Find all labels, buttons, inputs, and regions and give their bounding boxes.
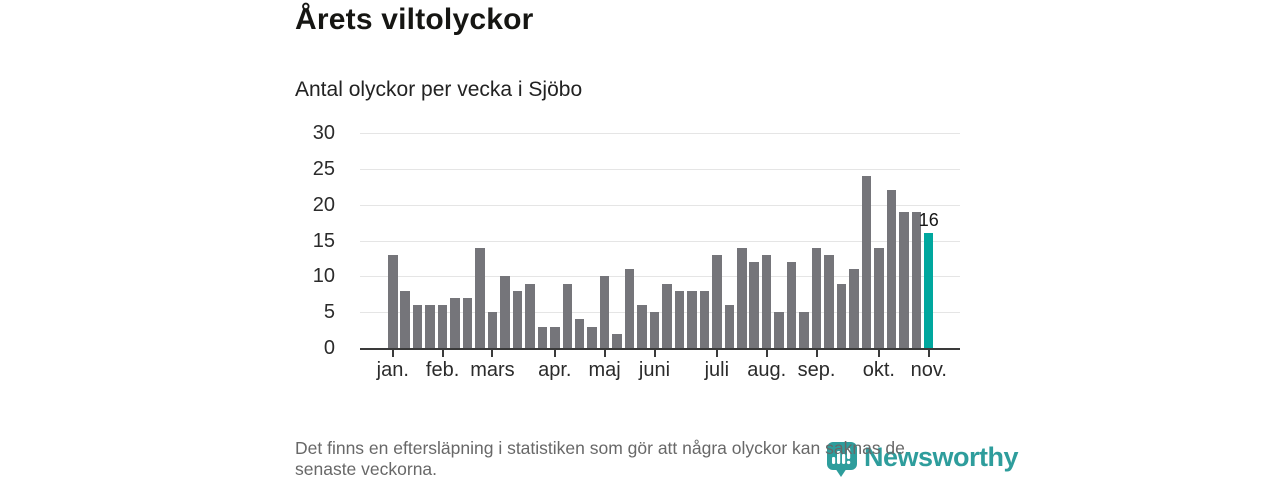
chart-subtitle: Antal olyckor per vecka i Sjöbo — [295, 78, 583, 101]
x-tick — [765, 350, 768, 357]
y-tick-label: 30 — [312, 122, 335, 144]
y-tick-label: 20 — [312, 193, 335, 216]
x-month-label: apr. — [538, 359, 572, 381]
newsworthy-logo-icon — [827, 442, 857, 477]
bar — [487, 312, 498, 348]
x-tick — [603, 350, 606, 357]
x-tick — [877, 350, 880, 357]
bar — [849, 269, 859, 348]
bar — [649, 312, 660, 348]
bar — [537, 326, 548, 348]
x-tick — [441, 350, 444, 357]
x-month-label: okt. — [862, 359, 895, 381]
y-tick-label: 25 — [312, 157, 335, 180]
bar — [462, 297, 473, 348]
bar — [525, 283, 535, 348]
bar — [737, 247, 747, 348]
bar — [512, 290, 523, 348]
bar — [824, 254, 834, 348]
bar — [687, 290, 697, 348]
x-month-label: nov. — [910, 359, 947, 381]
y-tick-label: 15 — [312, 229, 335, 252]
x-tick — [391, 350, 394, 357]
y-tick-label: 5 — [323, 301, 335, 324]
bar — [911, 211, 922, 348]
newsworthy-logo: Newsworthy — [826, 441, 1019, 478]
x-month-label: aug. — [747, 359, 787, 381]
bar — [674, 290, 685, 348]
bar — [786, 262, 797, 348]
x-month-label: maj — [588, 359, 621, 381]
x-month-label: juli — [704, 359, 730, 381]
bar — [712, 254, 722, 348]
gridline — [360, 168, 960, 170]
bar — [637, 305, 647, 348]
bar — [425, 305, 435, 348]
bar — [799, 312, 809, 348]
bar — [774, 312, 784, 348]
footer-line-1: Det finns en eftersläpning i statistiken… — [295, 438, 905, 458]
bar — [587, 326, 597, 348]
bar — [886, 190, 897, 348]
plot-area: 16 — [360, 133, 960, 350]
bar — [874, 247, 884, 348]
x-tick — [553, 350, 556, 357]
footer-line-2: senaste veckorna. — [295, 459, 438, 479]
bar — [861, 176, 872, 348]
footer-note: Det finns en eftersläpning i statistiken… — [295, 438, 1125, 480]
bar — [388, 254, 398, 348]
bar — [724, 305, 735, 348]
y-tick-label: 0 — [323, 337, 335, 359]
bar — [500, 276, 510, 348]
bar — [836, 283, 847, 348]
x-tick — [715, 350, 718, 357]
bar — [574, 319, 585, 348]
bar — [624, 269, 635, 348]
x-tick — [491, 350, 494, 357]
bar — [412, 305, 423, 348]
x-tick — [653, 350, 656, 357]
bar — [400, 290, 410, 348]
gridline — [360, 312, 960, 314]
gridline — [360, 240, 960, 242]
bar — [450, 297, 460, 348]
gridline — [360, 204, 960, 206]
bar — [612, 333, 622, 348]
gridline — [360, 133, 960, 134]
bar — [475, 247, 485, 348]
x-axis: jan. feb. mars apr. maj juni juli aug. sep. okt. n… — [360, 350, 960, 392]
x-month-label: sep. — [797, 359, 836, 381]
x-month-label: feb. — [425, 359, 460, 381]
bar-highlighted — [923, 233, 934, 348]
bar — [749, 262, 759, 348]
bar — [899, 211, 909, 348]
x-month-label: jan. — [376, 359, 409, 381]
bar — [437, 305, 448, 348]
gridline — [360, 276, 960, 278]
x-month-label: mars — [470, 359, 515, 381]
newsworthy-wordmark: Newsworthy — [864, 442, 1019, 472]
highlight-value-label: 16 — [918, 210, 939, 231]
bar — [761, 254, 772, 348]
y-axis-labels: 0 5 10 15 20 25 30 — [288, 123, 347, 358]
bar — [699, 290, 710, 348]
bar — [662, 283, 672, 348]
y-tick-label: 10 — [312, 265, 335, 288]
bar — [562, 283, 572, 348]
x-month-label: juni — [638, 359, 671, 381]
bar — [599, 276, 610, 348]
page-title: Årets viltolyckor — [295, 3, 534, 36]
bar — [811, 247, 822, 348]
x-tick — [927, 350, 930, 357]
x-tick — [815, 350, 818, 357]
bar — [550, 326, 560, 348]
